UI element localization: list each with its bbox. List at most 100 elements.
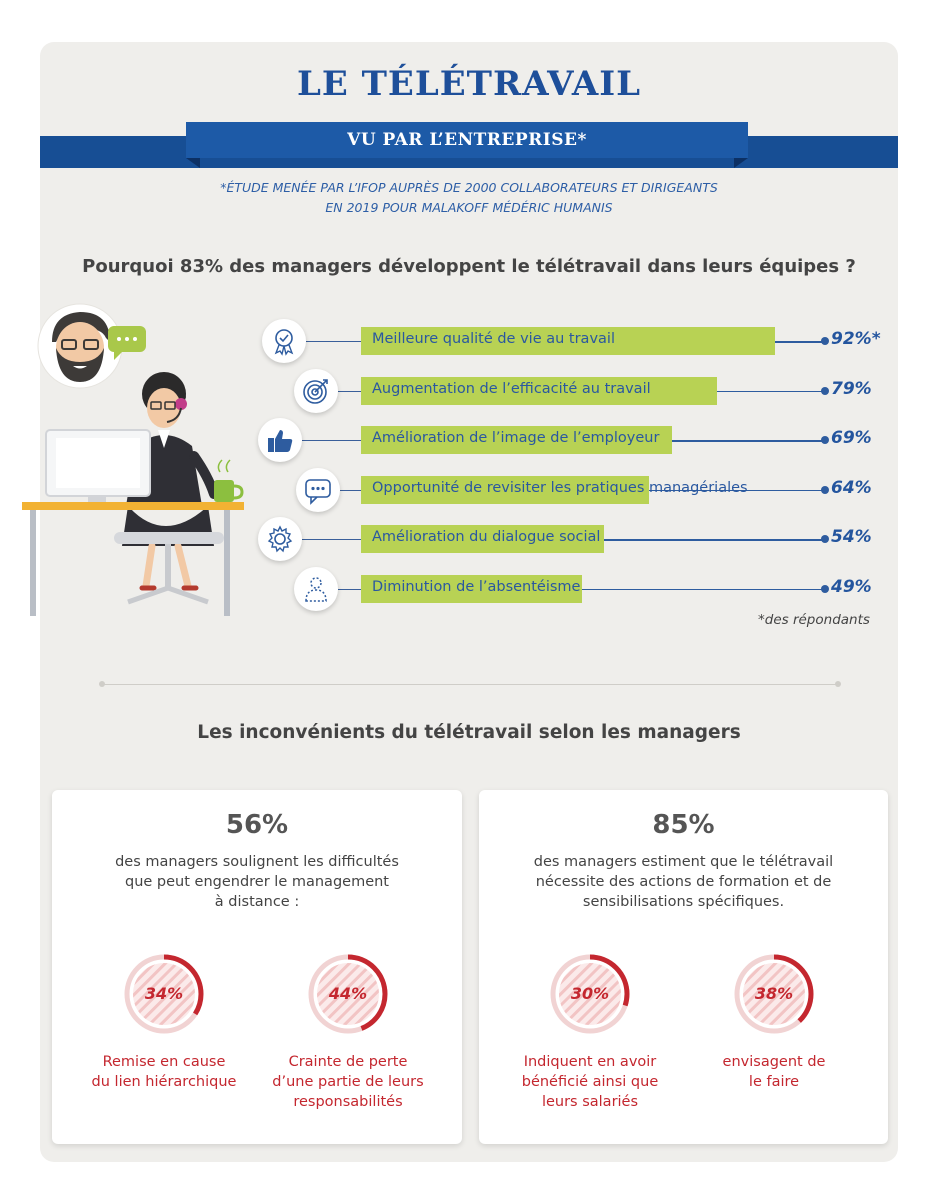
panel-description-line: à distance :: [214, 894, 300, 910]
reason-scale-dot: [821, 386, 829, 395]
gauge-formation-beneficiee: 30%: [546, 950, 634, 1038]
gauge-ring: [124, 954, 204, 1034]
gauge-percent: 30%: [570, 984, 610, 1003]
connector-line: [302, 440, 361, 441]
target-icon: [303, 378, 328, 404]
reason-icon-badge: [258, 418, 302, 462]
reason-row: Meilleure qualité de vie au travail 92%*: [250, 319, 900, 363]
subtitle-ribbon: VU PAR L’ENTREPRISE*: [186, 122, 748, 158]
award-badge-icon: [274, 329, 294, 356]
reason-bar: [361, 426, 672, 454]
reason-row: Diminution de l’absentéisme 49%: [250, 566, 900, 611]
reason-icon-badge: [262, 319, 306, 363]
reason-scale-dot: [821, 485, 829, 494]
study-note-line: EN 2019 POUR MALAKOFF MÉDÉRIC HUMANIS: [325, 200, 613, 215]
reason-scale-line: [604, 539, 825, 541]
reason-scale-line: [717, 390, 825, 392]
connector-line: [338, 390, 361, 392]
gauge-ring: [308, 954, 388, 1034]
gauge-caption-line: Remise en cause: [102, 1054, 226, 1070]
gauge-ring: [550, 954, 630, 1034]
reason-row: Augmentation de l’efficacité au travail 7…: [250, 368, 900, 413]
panel-description-line: des managers estiment que le télétravail: [533, 854, 834, 870]
gauge-remise-en-cause: 34%: [120, 950, 208, 1038]
reason-label: Amélioration de l’image de l’employeur: [372, 430, 660, 446]
panel-description-line: que peut engendrer le management: [125, 874, 389, 890]
section-divider: [102, 684, 838, 685]
connector-line: [338, 588, 361, 590]
gauge-caption: Indiquent en avoir bénéficié ainsi que l…: [495, 1052, 685, 1112]
reason-label: Diminution de l’absentéisme: [372, 578, 581, 595]
footnote: *des répondants: [758, 612, 870, 628]
reason-percent: 69%: [831, 428, 872, 448]
gauge-caption: envisagent de le faire: [679, 1052, 869, 1092]
panel-description: des managers soulignent les difficultés …: [52, 852, 462, 912]
reason-scale-dot: [821, 436, 829, 444]
gauge-caption-line: le faire: [748, 1074, 800, 1090]
panel-description-line: nécessite des actions de formation et de: [535, 874, 832, 890]
reason-percent: 49%: [831, 576, 872, 597]
gauge-percent: 38%: [754, 984, 794, 1003]
gauge-caption-line: envisagent de: [722, 1054, 826, 1070]
reason-icon-badge: [296, 467, 340, 512]
gauge-percent: 34%: [144, 984, 184, 1003]
reason-row: Opportunité de revisiter les pratiques m…: [250, 467, 900, 512]
reason-label: Meilleure qualité de vie au travail: [372, 331, 615, 347]
divider-dot: [835, 681, 841, 687]
section-title-drawbacks: Les inconvénients du télétravail selon l…: [197, 722, 741, 743]
reason-row: Amélioration du dialogue social 54%: [250, 517, 900, 561]
ribbon-fold-left: [186, 158, 200, 168]
gauge-caption-line: leurs salariés: [541, 1094, 639, 1110]
reason-icon-badge: [294, 368, 338, 413]
reason-label: Opportunité de revisiter les pratiques m…: [372, 479, 748, 496]
divider-dot: [99, 681, 105, 687]
reason-scale-line: [775, 341, 825, 343]
gauge-percent: 44%: [328, 984, 368, 1003]
reason-icon-badge: [258, 517, 302, 561]
speech-bubble-icon: [305, 478, 331, 505]
reason-scale-dot: [821, 535, 829, 543]
reason-scale-dot: [821, 337, 829, 345]
reason-percent: 64%: [831, 477, 872, 498]
reason-bar: [361, 327, 775, 355]
absent-person-icon: [305, 576, 327, 602]
gauge-caption: Crainte de perte d’une partie de leurs r…: [253, 1052, 443, 1112]
ribbon-fold-right: [734, 158, 748, 168]
section-title-reasons: Pourquoi 83% des managers développent le…: [82, 256, 856, 277]
reason-row: Amélioration de l’image de l’employeur 69…: [250, 418, 900, 462]
study-note-line: *ÉTUDE MENÉE PAR L’IFOP AUPRÈS DE 2000 C…: [220, 180, 718, 195]
gauge-caption-line: du lien hiérarchique: [91, 1074, 237, 1090]
reason-scale-line: [582, 588, 825, 590]
gauge-caption-line: responsabilités: [293, 1094, 403, 1110]
connector-line: [340, 489, 361, 491]
panel-big-percent: 56%: [225, 810, 289, 840]
reason-bar: [361, 574, 582, 603]
page-title: LE TÉLÉTRAVAIL: [296, 64, 642, 104]
reason-percent: 92%*: [831, 329, 881, 349]
gauge-crainte-de-perte: 44%: [304, 950, 392, 1038]
panel-big-percent: 85%: [652, 810, 715, 840]
study-note: *ÉTUDE MENÉE PAR L’IFOP AUPRÈS DE 2000 C…: [0, 178, 938, 218]
manager-illustration: [22, 303, 244, 616]
reason-label: Augmentation de l’efficacité au travail: [372, 380, 651, 397]
reason-bar: [361, 525, 604, 553]
gauge-caption-line: d’une partie de leurs: [272, 1074, 424, 1090]
reason-percent: 79%: [831, 378, 872, 399]
reason-bar: [361, 376, 717, 405]
reason-scale-dot: [821, 584, 829, 593]
gauge-caption-line: Indiquent en avoir: [523, 1054, 657, 1070]
panel-description-line: des managers soulignent les difficultés: [115, 854, 399, 870]
connector-line: [302, 539, 361, 540]
reason-scale-line: [649, 489, 825, 491]
gauge-envisagent: 38%: [730, 950, 818, 1038]
reason-label: Amélioration du dialogue social: [372, 529, 601, 545]
reason-bar: [361, 475, 649, 504]
drawback-panel-training: 85% des managers estiment que le télétra…: [479, 790, 888, 1144]
gauge-caption: Remise en cause du lien hiérarchique: [69, 1052, 259, 1092]
gauge-caption-line: bénéficié ainsi que: [521, 1074, 659, 1090]
reason-percent: 54%: [831, 527, 872, 547]
panel-description-line: sensibilisations spécifiques.: [582, 894, 785, 910]
drawback-panel-management: 56% des managers soulignent les difficul…: [52, 790, 462, 1144]
thumbs-up-icon: [268, 430, 293, 452]
gauge-caption-line: Crainte de perte: [288, 1054, 408, 1070]
